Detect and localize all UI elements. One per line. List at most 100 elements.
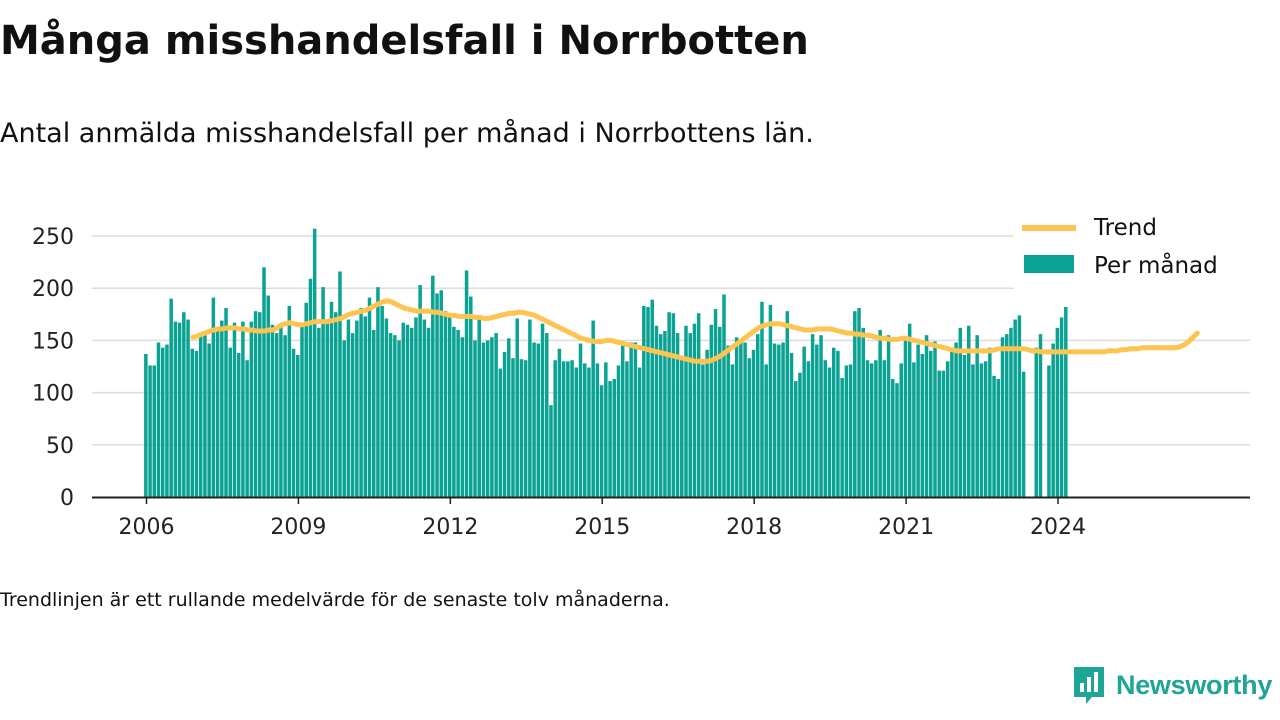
bar <box>950 351 954 497</box>
bar <box>954 342 958 497</box>
bar <box>912 362 916 497</box>
bar <box>1013 319 1017 497</box>
bar <box>169 298 173 497</box>
bar <box>245 360 249 497</box>
bar <box>971 364 975 497</box>
bar <box>675 333 680 497</box>
footnote: Trendlinjen är ett rullande medelvärde f… <box>0 589 670 611</box>
bar <box>722 294 726 497</box>
bar <box>270 324 275 497</box>
brand-logo[interactable]: Newsworthy <box>1072 664 1272 706</box>
bar <box>194 350 199 497</box>
bar <box>481 342 486 497</box>
bar <box>713 309 718 497</box>
bar <box>1051 343 1055 497</box>
bar <box>967 325 971 497</box>
bar <box>574 367 579 497</box>
bar <box>485 340 490 497</box>
bar <box>317 327 321 497</box>
bar <box>561 361 566 497</box>
bar <box>907 323 912 497</box>
bar <box>359 308 363 497</box>
bar <box>604 362 608 497</box>
bar <box>857 308 861 497</box>
bar <box>945 361 950 497</box>
bar <box>823 360 828 497</box>
bar <box>1047 365 1051 497</box>
bar <box>523 360 528 497</box>
bar <box>1064 306 1068 497</box>
bar <box>988 347 992 497</box>
bar <box>224 308 228 497</box>
bar <box>599 385 604 497</box>
bar <box>962 355 967 497</box>
bar <box>258 312 262 497</box>
bar <box>545 333 549 497</box>
bar <box>355 320 359 497</box>
bar <box>743 342 747 497</box>
bar <box>283 335 287 497</box>
bar <box>477 319 481 497</box>
bar <box>507 338 511 497</box>
bar <box>688 333 692 497</box>
bar <box>329 301 334 497</box>
bar <box>958 327 963 497</box>
bar <box>334 312 338 497</box>
bar <box>405 324 410 497</box>
bar <box>287 305 292 497</box>
bar <box>680 359 684 497</box>
bar <box>637 367 642 497</box>
bar <box>730 364 735 497</box>
bar <box>595 363 600 497</box>
bar <box>211 297 216 497</box>
bar <box>439 290 443 497</box>
bar <box>308 278 313 497</box>
x-tick-label: 2006 <box>119 515 175 540</box>
bar <box>515 318 519 497</box>
bar <box>346 319 351 497</box>
legend-background <box>1014 211 1250 289</box>
bar <box>1059 317 1064 497</box>
bar <box>941 370 946 497</box>
bar <box>384 318 389 497</box>
bar <box>819 335 823 497</box>
bar <box>186 319 190 497</box>
bar <box>473 340 477 497</box>
bar <box>262 267 266 497</box>
bar <box>182 312 186 497</box>
bar <box>232 322 237 497</box>
bar <box>844 365 849 497</box>
bar <box>228 347 232 497</box>
bar <box>144 353 148 497</box>
bar <box>1038 334 1043 497</box>
bar <box>220 320 224 497</box>
bar <box>865 360 870 497</box>
bar <box>1000 337 1005 497</box>
bar <box>650 299 654 497</box>
bar <box>549 405 553 497</box>
bar <box>566 361 570 497</box>
bar <box>464 270 469 497</box>
bar-series <box>144 228 1068 497</box>
trend-line <box>190 298 1200 364</box>
y-tick-label: 150 <box>32 329 74 354</box>
legend: Trend Per månad <box>1014 211 1250 289</box>
bar <box>177 322 182 497</box>
bar <box>553 360 557 497</box>
bar <box>304 302 308 497</box>
x-tick-label: 2024 <box>1030 515 1086 540</box>
bar <box>587 367 591 497</box>
bar <box>1021 371 1026 497</box>
bar <box>418 285 422 497</box>
bar <box>620 341 625 497</box>
bar <box>692 323 697 497</box>
bar <box>397 340 401 497</box>
bar <box>156 342 161 497</box>
bar <box>667 312 671 497</box>
bar <box>705 349 709 497</box>
y-tick-label: 200 <box>32 277 74 302</box>
bar <box>190 348 195 497</box>
bar <box>532 342 536 497</box>
bar <box>570 360 574 497</box>
bar <box>878 329 882 497</box>
